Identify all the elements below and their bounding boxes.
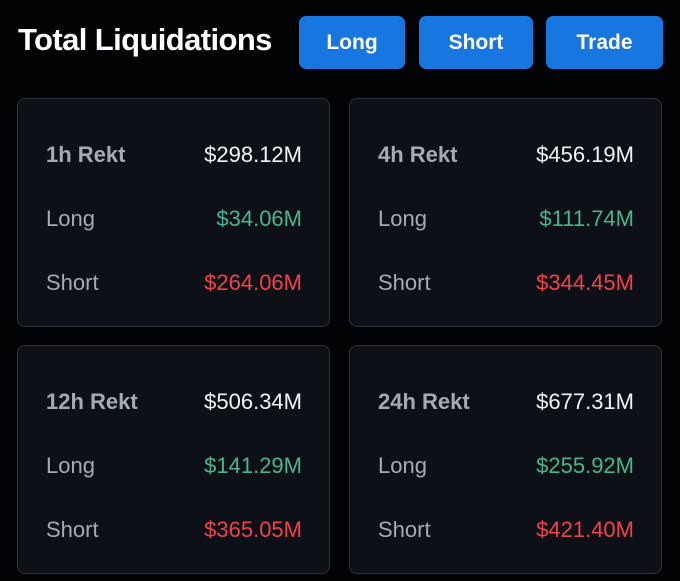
long-label: Long xyxy=(378,206,427,231)
long-value: $255.92M xyxy=(536,453,634,478)
short-row: Short $344.45M xyxy=(378,268,634,298)
short-label: Short xyxy=(46,270,99,295)
liquidation-card-24h: 24h Rekt $677.31M Long $255.92M Short $4… xyxy=(349,345,662,574)
long-row: Long $255.92M xyxy=(378,451,634,481)
long-value: $141.29M xyxy=(204,453,302,478)
liquidation-card-4h: 4h Rekt $456.19M Long $111.74M Short $34… xyxy=(349,98,662,327)
long-row: Long $141.29M xyxy=(46,451,302,481)
liquidation-card-12h: 12h Rekt $506.34M Long $141.29M Short $3… xyxy=(17,345,330,574)
short-row: Short $365.05M xyxy=(46,515,302,545)
card-header-row: 12h Rekt $506.34M xyxy=(46,387,302,417)
header: Total Liquidations Long Short Trade xyxy=(0,0,680,88)
long-label: Long xyxy=(46,453,95,478)
total-value: $298.12M xyxy=(204,142,302,167)
period-label: 1h Rekt xyxy=(46,142,126,167)
card-header-row: 4h Rekt $456.19M xyxy=(378,140,634,170)
page-title: Total Liquidations xyxy=(18,22,272,57)
short-row: Short $264.06M xyxy=(46,268,302,298)
total-value: $506.34M xyxy=(204,389,302,414)
period-label: 4h Rekt xyxy=(378,142,458,167)
total-value: $456.19M xyxy=(536,142,634,167)
long-row: Long $34.06M xyxy=(46,204,302,234)
card-header-row: 1h Rekt $298.12M xyxy=(46,140,302,170)
short-label: Short xyxy=(378,270,431,295)
short-value: $365.05M xyxy=(204,517,302,542)
long-button[interactable]: Long xyxy=(299,16,405,69)
total-value: $677.31M xyxy=(536,389,634,414)
long-value: $34.06M xyxy=(216,206,302,231)
short-row: Short $421.40M xyxy=(378,515,634,545)
long-label: Long xyxy=(46,206,95,231)
period-label: 24h Rekt xyxy=(378,389,470,414)
card-header-row: 24h Rekt $677.31M xyxy=(378,387,634,417)
long-row: Long $111.74M xyxy=(378,204,634,234)
short-value: $344.45M xyxy=(536,270,634,295)
short-button[interactable]: Short xyxy=(419,16,533,69)
short-label: Short xyxy=(46,517,99,542)
liquidation-card-1h: 1h Rekt $298.12M Long $34.06M Short $264… xyxy=(17,98,330,327)
period-label: 12h Rekt xyxy=(46,389,138,414)
short-value: $421.40M xyxy=(536,517,634,542)
trade-button[interactable]: Trade xyxy=(546,16,663,69)
long-value: $111.74M xyxy=(539,206,634,231)
short-value: $264.06M xyxy=(204,270,302,295)
short-label: Short xyxy=(378,517,431,542)
long-label: Long xyxy=(378,453,427,478)
